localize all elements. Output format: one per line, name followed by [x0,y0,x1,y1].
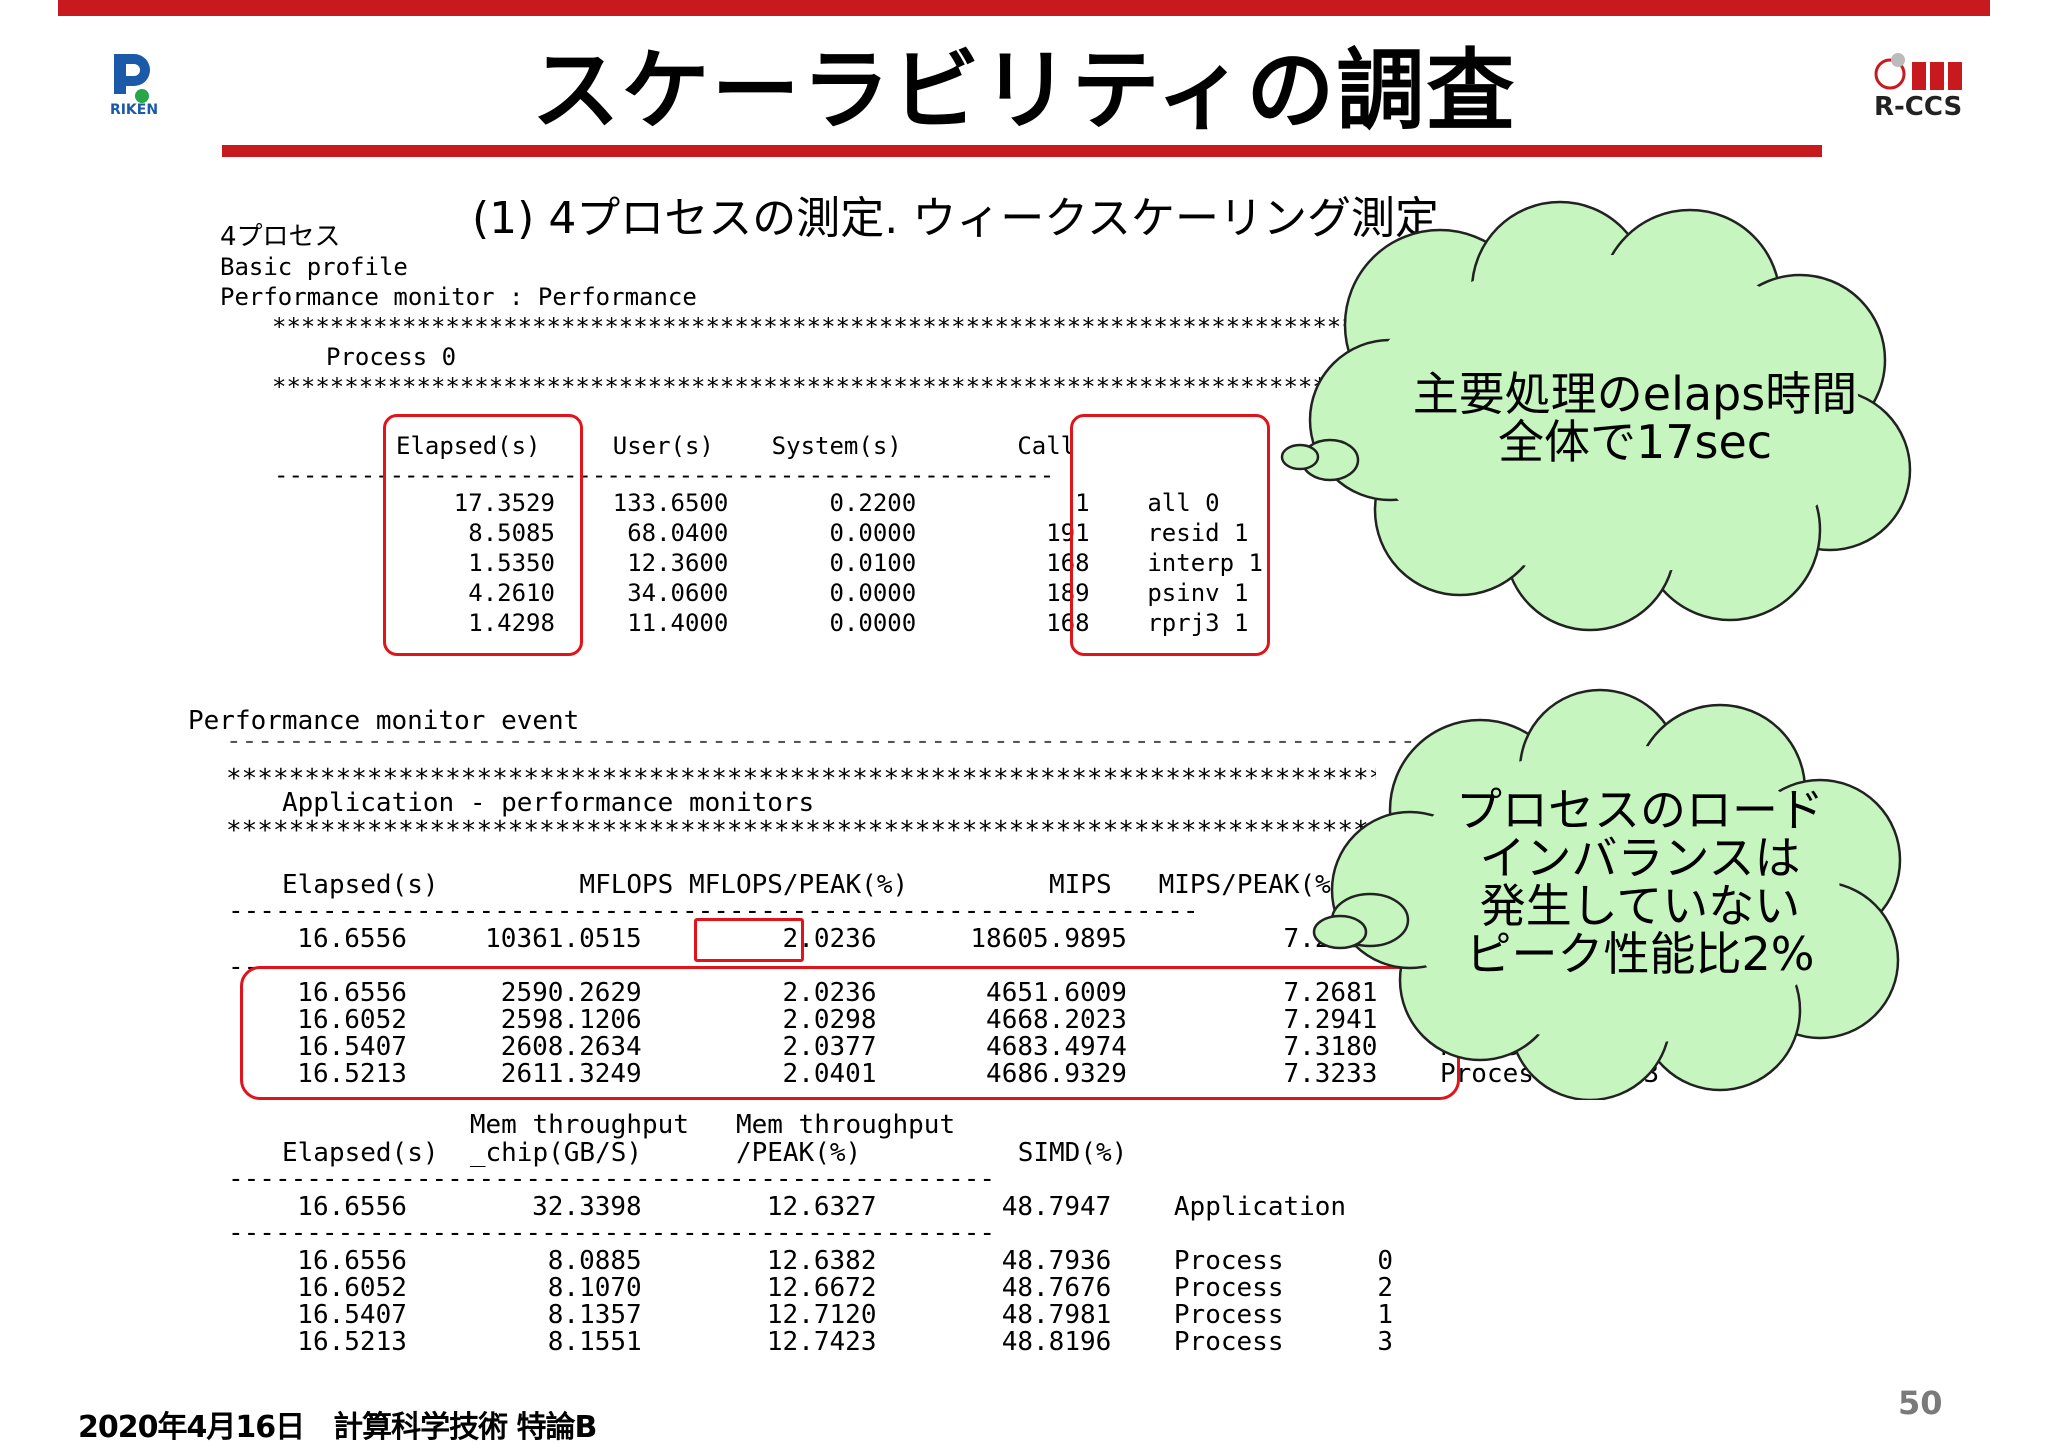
mem-process-row: 16.6052 8.1070 12.6672 48.7676 Process 2 [266,1273,1394,1303]
title-underline-bar [222,145,1822,157]
basic-table-divider: ----------------------------------------… [274,461,1054,489]
top-accent-bar [58,0,1990,16]
rccs-logo-text: R-CCS [1874,92,1963,122]
callout-2-line: 発生していない [1479,879,1801,933]
stars-separator-1: ****************************************… [272,313,1402,341]
event-process-table: 16.6556 2590.2629 2.0236 4651.6009 7.268… [266,980,1659,1088]
riken-logo: RIKEN [104,46,164,126]
basic-table: 17.3529 133.6500 0.2200 1 all 0 8.5085 6… [396,488,1263,638]
basic-profile-label: Basic profile [220,253,408,281]
basic-table-header: Elapsed(s) User(s) System(s) Call [396,432,1076,460]
mem-table-divider-1: ----------------------------------------… [228,1166,998,1193]
mem-process-row: 16.6556 8.0885 12.6382 48.7936 Process 0 [266,1246,1394,1276]
callout-2-text: プロセスのロード インバランスは 発生していない ピーク性能比2% [1420,786,1860,978]
callout-1-text: 主要処理のelaps時間 全体で17sec [1400,370,1870,466]
mem-process-row: 16.5213 8.1551 12.7423 48.8196 Process 3 [266,1327,1394,1357]
callout-2-line: ピーク性能比2% [1465,927,1815,981]
callout-1-line: 全体で17sec [1497,415,1773,469]
basic-row: 1.5350 12.3600 0.0100 168 interp 1 [396,549,1263,577]
callout-1-line: 主要処理のelaps時間 [1412,367,1858,421]
mem-application-row: 16.6556 32.3398 12.6327 48.7947 Applicat… [266,1192,1347,1222]
basic-row: 4.2610 34.0600 0.0000 189 psinv 1 [396,579,1249,607]
callout-2-line: インバランスは [1479,831,1801,885]
elapsed-highlight-box [383,414,583,656]
process-rows-highlight-box [240,966,1460,1100]
mem-table-header-2: Elapsed(s) _chip(GB/S) /PEAK(%) SIMD(%) [282,1138,1128,1168]
mem-table-divider-2: ----------------------------------------… [228,1220,998,1247]
event-long-divider: ----------------------------------------… [226,728,1456,755]
event-heading: Performance monitor event [188,706,580,736]
event-app-title: Application - performance monitors [282,788,815,818]
event-process-row: 16.5407 2608.2634 2.0377 4683.4974 7.318… [266,1032,1660,1062]
mem-table-header-1: Mem throughput Mem throughput [282,1110,956,1140]
basic-row: 17.3529 133.6500 0.2200 1 all 0 [396,489,1220,517]
event-table-header: Elapsed(s) MFLOPS MFLOPS/PEAK(%) MIPS MI… [282,870,1347,900]
rccs-logo: R-CCS [1872,52,1978,124]
mem-process-row: 16.5407 8.1357 12.7120 48.7981 Process 1 [266,1300,1394,1330]
callout-2-line: プロセスのロード [1456,783,1824,837]
footer-date: 2020年4月16日 計算科学技術 特論B [78,1410,597,1445]
call-name-highlight-box [1070,414,1270,656]
stars-separator-2: ****************************************… [272,373,1348,401]
performance-monitor-label: Performance monitor : Performance [220,283,697,311]
basic-row: 1.4298 11.4000 0.0000 168 rprj3 1 [396,609,1249,637]
event-stars-2: ****************************************… [226,818,1376,845]
riken-logo-text: RIKEN [109,102,159,118]
callout-cloud-2 [1312,688,1902,1100]
process-count-heading: 4プロセス [220,222,341,252]
callout-cloud-1 [1280,200,1912,632]
mem-process-table: 16.6556 8.0885 12.6382 48.7936 Process 0… [266,1248,1393,1356]
peak-ratio-highlight-box [694,918,804,962]
slide-title: スケーラビリティの調査 [531,39,1517,142]
slide-subtitle: (1) 4プロセスの測定. ウィークスケーリング測定 [472,193,1439,244]
basic-row: 8.5085 68.0400 0.0000 191 resid 1 [396,519,1249,547]
page-number: 50 [1898,1384,1943,1422]
process-label: Process 0 [326,343,457,371]
event-stars-1: ****************************************… [226,766,1376,793]
